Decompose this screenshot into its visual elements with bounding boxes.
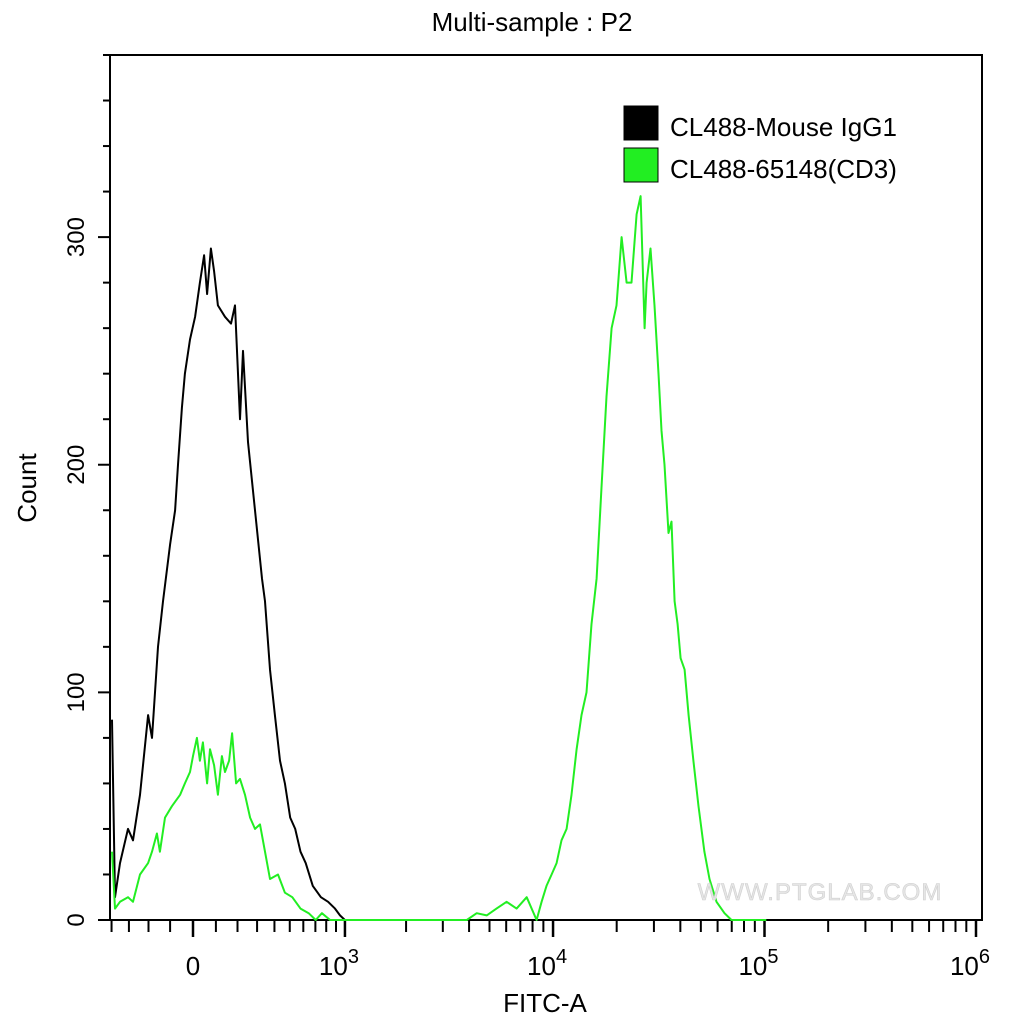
x-tick-label: 106 [950,946,990,981]
legend-label-0: CL488-Mouse IgG1 [670,112,897,142]
y-tick-label: 100 [63,672,90,712]
legend-swatch-1 [623,147,659,183]
chart-title: Multi-sample : P2 [432,7,633,37]
x-tick-label: 103 [319,946,359,981]
watermark: WWW.PTGLAB.COM [698,879,943,906]
legend-label-1: CL488-65148(CD3) [670,154,897,184]
x-tick-label: 0 [186,951,200,981]
x-tick-label: 104 [527,946,567,981]
series-line-0 [111,247,346,921]
y-tick-label: 200 [63,445,90,485]
plot-frame [109,54,983,921]
series-line-1 [111,195,767,921]
y-axis-label: Count [12,453,42,523]
legend: CL488-Mouse IgG1 CL488-65148(CD3) [623,105,897,184]
y-tick-label: 300 [63,217,90,257]
y-tick-label: 0 [63,913,90,926]
legend-swatch-0 [623,105,659,141]
x-axis-label: FITC-A [503,988,587,1018]
x-tick-label: 105 [738,946,778,981]
